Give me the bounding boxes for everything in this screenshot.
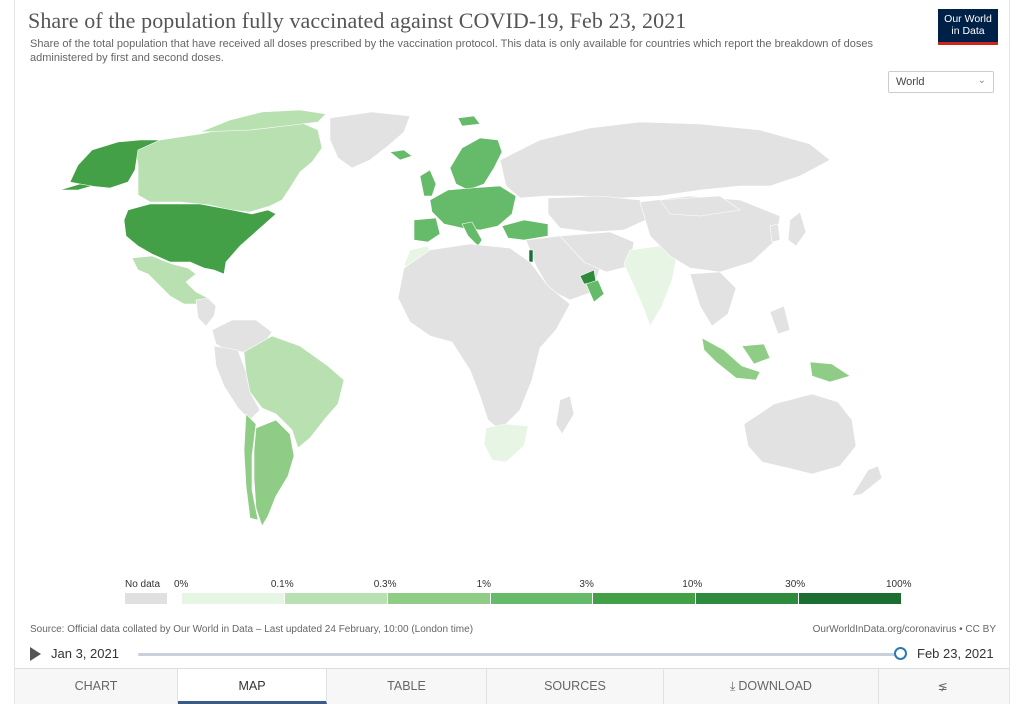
country-japan[interactable] xyxy=(787,211,807,247)
country-alaska[interactable] xyxy=(69,139,161,189)
region-select[interactable]: World ⌄ xyxy=(888,71,994,93)
country-indonesia[interactable] xyxy=(701,337,761,381)
tab-sources[interactable]: SOURCES xyxy=(487,669,664,704)
country-turkey[interactable] xyxy=(501,219,549,241)
chart-frame xyxy=(14,0,1010,704)
country-new-guinea[interactable] xyxy=(809,361,851,383)
country-chile[interactable] xyxy=(243,413,259,521)
tab-table-label: TABLE xyxy=(387,679,426,693)
share-icon: ⪇ xyxy=(937,679,948,693)
tab-map-label: MAP xyxy=(238,679,266,693)
tab-map[interactable]: MAP xyxy=(178,669,327,704)
country-indonesia-east[interactable] xyxy=(741,343,771,365)
country-oman[interactable] xyxy=(585,279,605,303)
country-russia[interactable] xyxy=(499,121,831,199)
tab-chart-label: CHART xyxy=(74,679,118,693)
country-uk[interactable] xyxy=(419,169,437,197)
license-link[interactable]: OurWorldInData.org/coronavirus • CC BY xyxy=(812,624,996,635)
share-button[interactable]: ⪇ xyxy=(879,669,1009,704)
country-brazil[interactable] xyxy=(243,335,345,449)
chevron-down-icon: ⌄ xyxy=(977,75,986,86)
tab-table[interactable]: TABLE xyxy=(327,669,487,704)
country-israel[interactable] xyxy=(528,249,534,263)
tab-chart[interactable]: CHART xyxy=(15,669,178,704)
country-philippines[interactable] xyxy=(769,305,791,335)
country-canada[interactable] xyxy=(134,121,323,213)
country-se-asia[interactable] xyxy=(689,271,737,327)
timeline-track[interactable] xyxy=(138,653,901,656)
country-australia[interactable] xyxy=(743,393,857,475)
logo-line-2: in Data xyxy=(951,25,985,37)
owid-logo[interactable]: Our World in Data xyxy=(938,9,998,45)
country-kazakhstan-region[interactable] xyxy=(547,195,651,233)
tab-sources-label: SOURCES xyxy=(544,679,606,693)
source-note: Source: Official data collated by Our Wo… xyxy=(30,624,474,635)
country-italy[interactable] xyxy=(461,221,483,247)
country-peru-region[interactable] xyxy=(213,345,261,421)
country-central-america[interactable] xyxy=(195,297,217,327)
country-south-africa[interactable] xyxy=(483,423,529,463)
country-usa[interactable] xyxy=(123,203,277,275)
country-africa[interactable] xyxy=(397,243,571,431)
tab-download-label: DOWNLOAD xyxy=(738,679,812,693)
country-canada-islands[interactable] xyxy=(199,109,327,133)
tab-bar: CHART MAP TABLE SOURCES ⤓ DOWNLOAD ⪇ xyxy=(15,668,1009,704)
country-madagascar[interactable] xyxy=(555,395,575,435)
country-india[interactable] xyxy=(623,245,677,327)
country-alaska-tail[interactable] xyxy=(59,183,93,191)
page-title: Share of the population fully vaccinated… xyxy=(28,8,687,33)
timeline-start-date: Jan 3, 2021 xyxy=(51,646,119,661)
logo-line-1: Our World xyxy=(944,13,992,25)
country-scandinavia[interactable] xyxy=(449,137,503,191)
play-icon[interactable] xyxy=(30,647,41,661)
country-mongolia[interactable] xyxy=(659,195,741,217)
timeline-end-date: Feb 23, 2021 xyxy=(917,646,994,661)
country-new-zealand[interactable] xyxy=(851,465,883,497)
country-iceland[interactable] xyxy=(389,149,413,161)
country-korea[interactable] xyxy=(769,223,781,243)
country-europe-main[interactable] xyxy=(429,185,517,231)
tab-download[interactable]: ⤓ DOWNLOAD xyxy=(664,669,879,704)
chart-subtitle: Share of the total population that have … xyxy=(30,38,874,64)
timeline-handle[interactable] xyxy=(894,647,907,660)
country-iberia[interactable] xyxy=(413,217,441,243)
country-argentina[interactable] xyxy=(253,419,295,527)
country-greenland[interactable] xyxy=(329,111,411,169)
country-svalbard[interactable] xyxy=(457,115,481,127)
region-select-value: World xyxy=(896,76,925,88)
download-icon: ⤓ xyxy=(730,679,736,693)
